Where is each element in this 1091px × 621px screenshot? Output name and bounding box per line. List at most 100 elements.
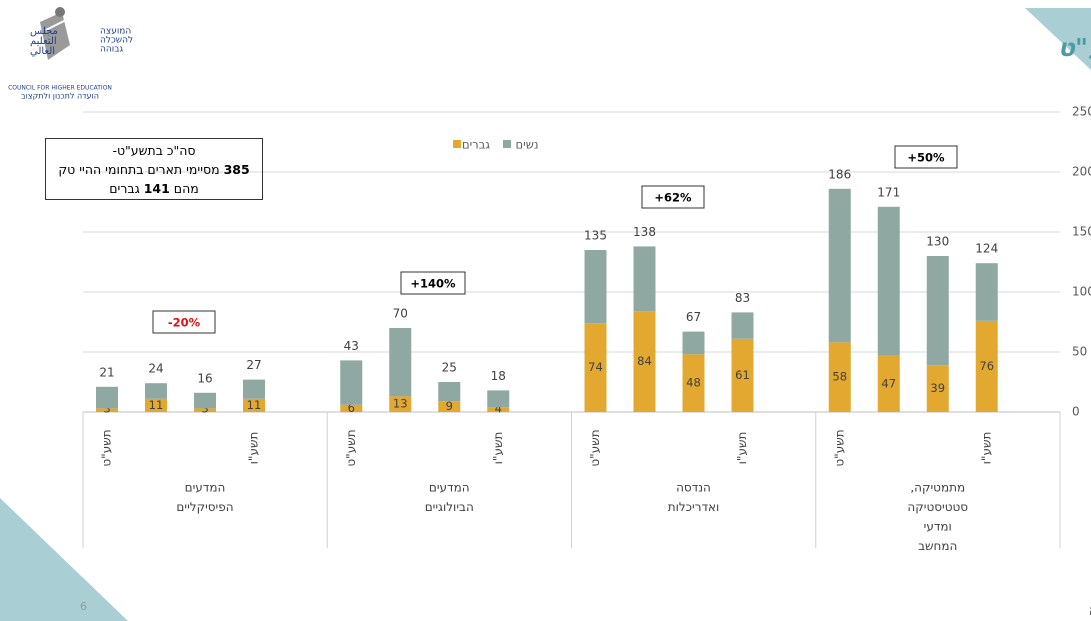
value-label: 6 bbox=[348, 401, 355, 415]
footer-note: לא כולל האוניברסיטה הפתוחה bbox=[1089, 603, 1091, 619]
value-label: 39 bbox=[930, 381, 945, 395]
value-label: 4 bbox=[495, 402, 502, 416]
logo-text: המועצה bbox=[100, 27, 131, 37]
group-label: סטטיסטיקה bbox=[907, 500, 968, 514]
summary-text: גברים bbox=[109, 181, 144, 196]
annotation: +62% bbox=[654, 191, 692, 205]
bar-segment bbox=[438, 401, 461, 412]
bar-segment bbox=[731, 312, 754, 339]
bar-segment bbox=[194, 392, 216, 409]
value-label: 48 bbox=[686, 376, 701, 390]
legend-swatch bbox=[453, 140, 461, 148]
summary-text: 141 bbox=[143, 181, 170, 196]
bar-segment bbox=[340, 404, 363, 412]
total-label: 18 bbox=[491, 369, 506, 383]
bar-segment bbox=[926, 365, 949, 412]
legend-label: נשים bbox=[516, 138, 539, 152]
corner-decoration bbox=[0, 498, 128, 621]
group-label: הביולוגיים bbox=[425, 500, 474, 514]
logo bbox=[40, 7, 70, 60]
y-tick-label: 250 bbox=[1072, 105, 1091, 119]
bar-segment bbox=[389, 396, 412, 412]
total-label: 24 bbox=[148, 362, 163, 376]
bar-segment bbox=[96, 386, 118, 409]
annotation-box bbox=[641, 185, 705, 209]
summary-line: סה"כ בתשע"ט- bbox=[46, 141, 262, 160]
bar-segment bbox=[633, 311, 656, 412]
bar-segment bbox=[682, 354, 705, 412]
group-label: המדעים bbox=[429, 481, 470, 495]
summary-box: סה"כ בתשע"ט- 385 מסיימי תארים בתחומי ההיי… bbox=[45, 138, 263, 200]
logo-text: مجلس bbox=[30, 26, 58, 37]
bar-segment bbox=[584, 250, 607, 324]
summary-text: מהם bbox=[169, 181, 199, 196]
bar-segment bbox=[828, 188, 851, 343]
x-tick-label: תשע"ט bbox=[100, 429, 114, 466]
x-tick-label: תשע"ט bbox=[344, 429, 358, 466]
value-label: 61 bbox=[735, 368, 750, 382]
value-label: 58 bbox=[832, 370, 847, 384]
x-tick-label: תשע"ו bbox=[979, 432, 993, 465]
total-label: 138 bbox=[633, 225, 656, 239]
group-label: ואדריכלות bbox=[668, 500, 720, 514]
logo-text: COUNCIL FOR HIGHER EDUCATION bbox=[8, 85, 112, 92]
y-tick-label: 150 bbox=[1072, 225, 1091, 239]
group-label: המדעים bbox=[185, 481, 226, 495]
logo-text: גבוהה bbox=[100, 45, 123, 55]
slide-title: מקבלי תארים חרדים במקצועות ה- STEM ע"פ מ… bbox=[1058, 33, 1091, 62]
value-label: 3 bbox=[103, 402, 110, 416]
annotation: +140% bbox=[410, 277, 456, 291]
total-label: 135 bbox=[584, 229, 607, 243]
total-label: 171 bbox=[877, 185, 900, 199]
value-label: 3 bbox=[201, 402, 208, 416]
x-tick-label: תשע"ו bbox=[247, 432, 261, 465]
bar-segment bbox=[926, 256, 949, 366]
bar-segment bbox=[584, 323, 607, 412]
total-label: 16 bbox=[197, 371, 212, 385]
bar-segment bbox=[731, 338, 754, 412]
annotation-box bbox=[894, 145, 958, 169]
total-label: 67 bbox=[686, 310, 701, 324]
value-label: 84 bbox=[637, 354, 652, 368]
total-label: 124 bbox=[975, 242, 998, 256]
summary-line: 385 מסיימי תארים בתחומי ההיי טק bbox=[46, 160, 262, 179]
x-tick-label: תשע"ו bbox=[735, 432, 749, 465]
bar-segment bbox=[877, 206, 900, 356]
x-tick-label: תשע"ט bbox=[832, 429, 846, 466]
value-label: 47 bbox=[881, 376, 896, 390]
group-label: מתמטיקה, bbox=[910, 481, 965, 495]
logo-text: التعليم bbox=[30, 36, 57, 47]
annotation-box bbox=[152, 310, 216, 334]
bar-segment bbox=[633, 246, 656, 312]
bar-segment bbox=[877, 355, 900, 412]
total-label: 27 bbox=[246, 358, 261, 372]
page-number: 6 bbox=[80, 600, 87, 613]
value-label: 13 bbox=[393, 397, 408, 411]
y-tick-label: 0 bbox=[1072, 405, 1080, 419]
bar-segment bbox=[487, 407, 510, 412]
summary-text: 385 bbox=[223, 162, 250, 177]
y-tick-label: 50 bbox=[1072, 345, 1087, 359]
logo-text: להשכלה bbox=[100, 36, 133, 46]
total-label: 83 bbox=[735, 291, 750, 305]
bar-segment bbox=[145, 398, 167, 412]
bar-segment bbox=[145, 383, 167, 399]
total-label: 21 bbox=[99, 365, 114, 379]
summary-text: סה"כ בתשע"ט- bbox=[112, 143, 196, 158]
total-label: 25 bbox=[442, 361, 457, 375]
group-label: הנדסה bbox=[676, 481, 711, 495]
value-label: 11 bbox=[149, 398, 164, 412]
bar-segment bbox=[487, 390, 510, 408]
group-label: הפיסיקליים bbox=[176, 500, 233, 514]
bar-segment bbox=[975, 263, 998, 321]
bar-segment bbox=[340, 360, 363, 405]
logo-text: הועדה לתכנון ולתקצוב bbox=[21, 92, 99, 101]
legend-label: גברים bbox=[462, 138, 490, 152]
bar-segment bbox=[389, 328, 412, 397]
bar-segment bbox=[243, 379, 265, 399]
bar-segment bbox=[96, 408, 118, 412]
annotation: +50% bbox=[907, 151, 945, 165]
y-tick-label: 200 bbox=[1072, 165, 1091, 179]
